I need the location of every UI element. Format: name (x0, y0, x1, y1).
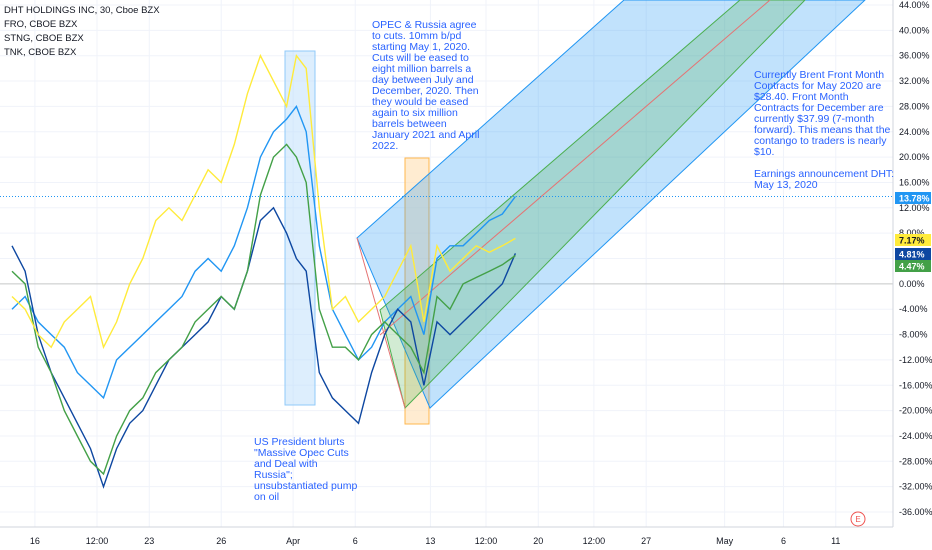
y-tick-label: -32.00% (899, 482, 932, 492)
x-tick-label: 26 (216, 536, 226, 546)
x-tick-label: 23 (144, 536, 154, 546)
y-tick-label: -20.00% (899, 406, 932, 416)
annotation-opec: OPEC & Russia agree to cuts. 10mm b/pd s… (372, 19, 480, 152)
x-tick-label: 12:00 (475, 536, 498, 546)
x-tick-label: 12:00 (86, 536, 109, 546)
channel-outer (356, 0, 866, 409)
last-value-badge-label: 7.17% (899, 236, 925, 246)
y-tick-label: 8.00% (899, 228, 925, 238)
x-tick-label: Apr (286, 536, 300, 546)
x-tick-label: 27 (641, 536, 651, 546)
channel-anchor (356, 237, 406, 409)
y-tick-label: 16.00% (899, 177, 930, 187)
x-tick-label: 6 (353, 536, 358, 546)
y-tick-label: 0.00% (899, 279, 925, 289)
y-tick-label: -36.00% (899, 507, 932, 517)
x-tick-label: May (716, 536, 734, 546)
x-tick-label: 12:00 (583, 536, 606, 546)
y-tick-label: -24.00% (899, 431, 932, 441)
last-value-badge (895, 192, 931, 204)
x-tick-label: 6 (781, 536, 786, 546)
annotation-brent: Currently Brent Front Month Contracts fo… (754, 69, 895, 191)
earnings-marker (850, 511, 866, 527)
y-tick-label: -8.00% (899, 330, 928, 340)
y-tick-label: 12.00% (899, 203, 930, 213)
y-tick-label: 44.00% (899, 0, 930, 10)
y-tick-label: 32.00% (899, 76, 930, 86)
last-value-badge (895, 260, 931, 272)
legend-item-fro: FRO, CBOE BZX (4, 19, 78, 30)
y-tick-label: 20.00% (899, 152, 930, 162)
y-tick-label: 24.00% (899, 127, 930, 137)
y-tick-label: -28.00% (899, 456, 932, 466)
last-value-badge-label: 13.78% (899, 194, 930, 204)
x-tick-label: 13 (425, 536, 435, 546)
legend-item-tnk: TNK, CBOE BZX (4, 47, 77, 58)
channel-inner (379, 0, 806, 409)
chart-legend: DHT HOLDINGS INC, 30, Cboe BZX FRO, CBOE… (4, 4, 160, 60)
y-tick-label: 40.00% (899, 25, 930, 35)
x-tick-label: 11 (831, 536, 840, 546)
last-value-badge-label: 4.81% (899, 250, 925, 260)
series-line-1 (11, 104, 516, 400)
x-tick-label: 16 (30, 536, 40, 546)
last-value-badge (895, 234, 931, 246)
last-value-badge-label: 4.47% (899, 262, 925, 272)
earnings-marker-label: E (855, 515, 860, 524)
series-line-3 (11, 143, 516, 476)
y-tick-label: -12.00% (899, 355, 932, 365)
legend-item-stng: STNG, CBOE BZX (4, 33, 84, 44)
y-tick-label: 28.00% (899, 101, 930, 111)
series-line-4 (11, 53, 516, 350)
y-tick-label: -16.00% (899, 380, 932, 390)
y-tick-label: -4.00% (899, 304, 928, 314)
last-value-badge (895, 248, 931, 260)
annotation-president: US President blurts "Massive Opec Cuts a… (254, 436, 358, 503)
channel-median (379, 0, 771, 336)
legend-title: DHT HOLDINGS INC, 30, Cboe BZX (4, 5, 160, 16)
y-tick-label: 36.00% (899, 51, 930, 61)
x-tick-label: 20 (533, 536, 543, 546)
